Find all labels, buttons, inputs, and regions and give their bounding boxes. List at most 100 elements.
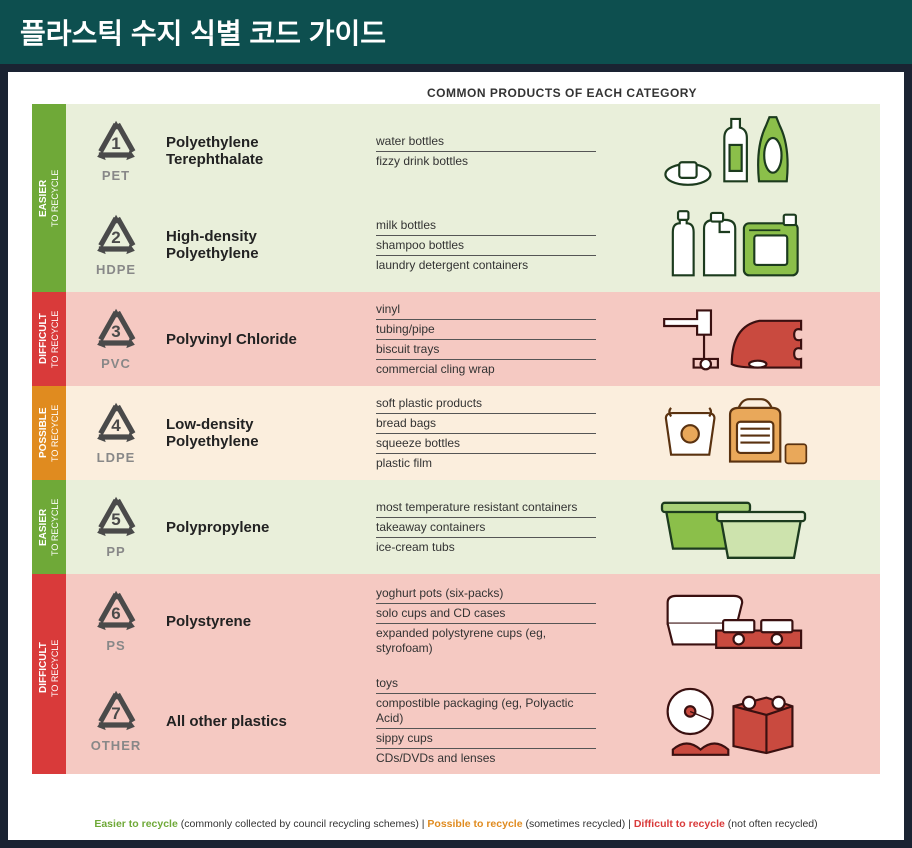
product-item: tubing/pipe <box>376 320 596 340</box>
resin-name: All other plastics <box>166 713 376 730</box>
resin-number: 6 <box>111 604 120 624</box>
product-item: toys <box>376 674 596 694</box>
recycle-triangle-icon: 4 <box>90 401 142 449</box>
product-item: most temperature resistant containers <box>376 498 596 518</box>
product-item: shampoo bottles <box>376 236 596 256</box>
resin-code: HDPE <box>96 262 136 277</box>
product-illustration <box>596 206 870 284</box>
resin-number: 3 <box>111 322 120 342</box>
row-body: 3PVCPolyvinyl Chloridevinyltubing/pipebi… <box>66 292 880 386</box>
product-item: soft plastic products <box>376 394 596 414</box>
product-item: yoghurt pots (six-packs) <box>376 584 596 604</box>
resin-number: 5 <box>111 510 120 530</box>
legend-easier-desc: (commonly collected by council recycling… <box>181 818 419 830</box>
difficulty-tab: POSSIBLETO RECYCLE <box>32 386 66 480</box>
row-body: 7OTHERAll other plasticstoyscompostible … <box>66 668 880 774</box>
product-list: water bottlesfizzy drink bottles <box>376 132 596 171</box>
legend: Easier to recycle (commonly collected by… <box>32 812 880 832</box>
product-list: most temperature resistant containerstak… <box>376 498 596 557</box>
product-list: milk bottlesshampoo bottleslaundry deter… <box>376 216 596 275</box>
product-item: expanded polystyrene cups (eg, styrofoam… <box>376 624 596 658</box>
difficulty-tab: EASIERTO RECYCLE <box>32 480 66 574</box>
tab-label: DIFFICULT <box>38 643 49 694</box>
product-item: CDs/DVDs and lenses <box>376 749 596 768</box>
product-item: solo cups and CD cases <box>376 604 596 624</box>
recycle-symbol: 4 LDPE <box>66 401 166 465</box>
resin-row-ps: DIFFICULTTO RECYCLE6PSPolystyreneyoghurt… <box>32 574 880 668</box>
resin-number: 2 <box>111 228 120 248</box>
product-item: fizzy drink bottles <box>376 152 596 171</box>
resin-number: 4 <box>111 416 120 436</box>
resin-row-ldpe: POSSIBLETO RECYCLE 4 LDPE Low-densityPolyet… <box>32 386 880 480</box>
resin-name: Polyvinyl Chloride <box>166 331 376 348</box>
product-list: toyscompostible packaging (eg, Polyactic… <box>376 674 596 768</box>
resin-code: PS <box>106 638 125 653</box>
tab-sublabel: TO RECYCLE <box>50 169 60 226</box>
tab-label: DIFFICULT <box>38 314 49 365</box>
row-body: 6PSPolystyreneyoghurt pots (six-packs)so… <box>66 574 880 668</box>
resin-name: PolyethyleneTerephthalate <box>166 134 376 168</box>
product-illustration <box>596 582 870 660</box>
product-item: water bottles <box>376 132 596 152</box>
product-item: ice-cream tubs <box>376 538 596 557</box>
difficulty-tab: DIFFICULTTO RECYCLE <box>32 292 66 386</box>
tab-label: EASIER <box>38 179 49 216</box>
tab-label: POSSIBLE <box>38 408 49 459</box>
product-illustration <box>596 112 870 190</box>
recycle-triangle-icon: 2 <box>90 213 142 261</box>
legend-difficult-desc: (not often recycled) <box>728 818 818 830</box>
product-illustration <box>596 490 870 563</box>
resin-code: PP <box>106 544 125 559</box>
recycle-symbol: 6 PS <box>66 589 166 653</box>
recycle-symbol: 3 PVC <box>66 307 166 371</box>
resin-number: 7 <box>111 704 120 724</box>
legend-difficult: Difficult to recycle <box>634 818 725 830</box>
product-illustration <box>596 300 870 378</box>
recycle-triangle-icon: 6 <box>90 589 142 637</box>
resin-name: High-densityPolyethylene <box>166 228 376 262</box>
resin-row-hdpe: 2 HDPE High-densityPolyethylenemilk bottle… <box>32 198 880 292</box>
row-body: 2 HDPE High-densityPolyethylenemilk bottle… <box>66 198 880 292</box>
recycle-symbol: 1 PET <box>66 119 166 183</box>
content: COMMON PRODUCTS OF EACH CATEGORY EASIERT… <box>8 72 904 840</box>
legend-possible: Possible to recycle <box>427 818 522 830</box>
resin-code: LDPE <box>97 450 136 465</box>
resin-row-pvc: DIFFICULTTO RECYCLE 3 PVC Polyvinyl Chlorid… <box>32 292 880 386</box>
recycle-symbol: 7 OTHER <box>66 689 166 753</box>
tab-sublabel: TO RECYCLE <box>50 639 60 696</box>
row-body: 5 PP Polypropylenemost temperature resista… <box>66 480 880 574</box>
tab-label: EASIER <box>38 508 49 545</box>
difficulty-tab: DIFFICULTTO RECYCLE <box>32 574 66 668</box>
resin-code: OTHER <box>91 738 142 753</box>
recycle-triangle-icon: 5 <box>90 495 142 543</box>
recycle-triangle-icon: 3 <box>90 307 142 355</box>
recycle-symbol: 5 PP <box>66 495 166 559</box>
legend-possible-desc: (sometimes recycled) <box>525 818 625 830</box>
rows-container: EASIERTO RECYCLE1PETPolyethyleneTerephth… <box>32 104 880 812</box>
difficulty-tab: EASIERTO RECYCLE <box>32 104 66 198</box>
resin-name: Low-densityPolyethylene <box>166 416 376 450</box>
product-item: bread bags <box>376 414 596 434</box>
product-list: yoghurt pots (six-packs)solo cups and CD… <box>376 584 596 658</box>
row-body: 1 PET PolyethyleneTerephthalatewater bottl… <box>66 104 880 198</box>
resin-number: 1 <box>111 134 120 154</box>
product-item: laundry detergent containers <box>376 256 596 275</box>
product-item: biscuit trays <box>376 340 596 360</box>
recycle-triangle-icon: 1 <box>90 119 142 167</box>
product-item: compostible packaging (eg, Polyactic Aci… <box>376 694 596 729</box>
tab-sublabel: TO RECYCLE <box>50 310 60 367</box>
resin-name: Polypropylene <box>166 519 376 536</box>
resin-row-pp: EASIERTO RECYCLE 5 PP Polypropylenemost tem… <box>32 480 880 574</box>
resin-code: PET <box>102 168 130 183</box>
resin-code: PVC <box>101 356 131 371</box>
column-header: COMMON PRODUCTS OF EACH CATEGORY <box>427 86 880 104</box>
product-illustration <box>596 682 870 760</box>
tab-sublabel: TO RECYCLE <box>50 404 60 461</box>
product-item: plastic film <box>376 454 596 473</box>
product-list: soft plastic productsbread bagssqueeze b… <box>376 394 596 473</box>
resin-row-pet: EASIERTO RECYCLE 1 PET PolyethyleneTerephth… <box>32 104 880 198</box>
row-body: 4 LDPE Low-densityPolyethylenesoft plastic… <box>66 386 880 480</box>
page-title: 플라스틱 수지 식별 코드 가이드 <box>0 0 912 64</box>
recycle-symbol: 2 HDPE <box>66 213 166 277</box>
legend-easier: Easier to recycle <box>94 818 177 830</box>
